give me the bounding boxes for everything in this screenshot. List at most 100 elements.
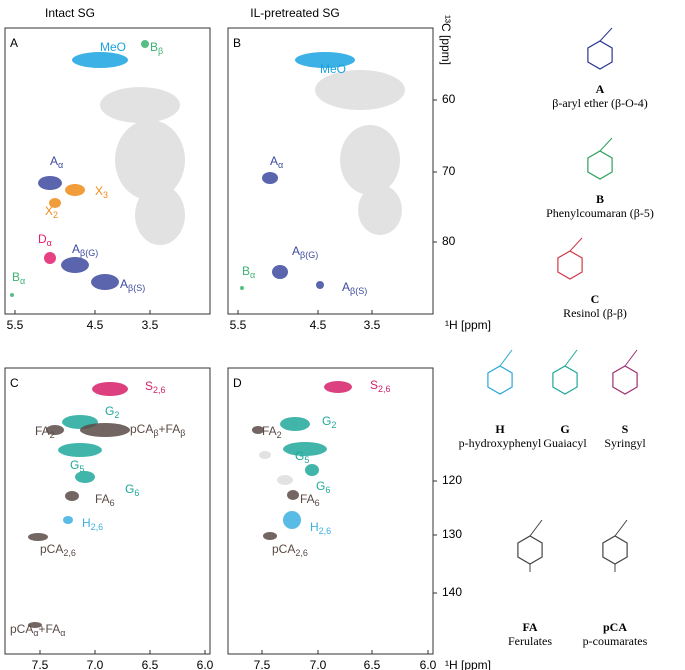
peak-label-sub: α xyxy=(20,276,25,286)
x-tick-label: 6.5 xyxy=(364,658,381,670)
peak-contour xyxy=(58,443,102,457)
peak-label-main: G xyxy=(295,449,304,463)
peak-contour xyxy=(280,417,310,431)
ring xyxy=(487,365,513,395)
panel-frame xyxy=(227,367,434,655)
x-tick-label: 3.5 xyxy=(142,318,159,332)
x-tick-label: 6.0 xyxy=(420,658,437,670)
peak-label-main: MeO xyxy=(100,40,126,54)
peak-label-sub: 2,6 xyxy=(378,384,391,394)
peak-contour xyxy=(263,532,277,540)
peak-label: X2 xyxy=(45,204,58,220)
structure-name: β-aryl ether (β-O-4) xyxy=(552,96,648,110)
peak-label: FA6 xyxy=(95,492,115,508)
x-tick-label: 7.0 xyxy=(87,658,104,670)
peak-contour xyxy=(10,293,14,297)
structure-letter: pCA xyxy=(603,620,627,634)
peak-contour xyxy=(46,425,64,435)
peak-label-main: A xyxy=(270,154,278,168)
peak-label-main: D xyxy=(38,232,47,246)
peak-label-main: MeO xyxy=(320,62,346,76)
peak-label-sub: 2,6 xyxy=(91,522,104,532)
x-tick-label: 5.5 xyxy=(7,318,24,332)
peak-contour xyxy=(283,511,301,529)
peak-label-main: FA xyxy=(95,492,110,506)
peak-label-sub: β xyxy=(158,46,163,56)
panel-frame xyxy=(4,367,211,655)
peak-contour xyxy=(28,533,48,541)
background-contours xyxy=(100,70,405,485)
peak-label: pCAβ+FAβ xyxy=(130,422,185,438)
peak-label: H2,6 xyxy=(82,516,103,532)
structure-name: p-hydroxyphenyl xyxy=(459,436,542,450)
peak-label: Aβ(S) xyxy=(342,280,367,296)
bond xyxy=(529,519,543,537)
peak-label-main: B xyxy=(150,40,158,54)
peak-label-sub: 5 xyxy=(79,464,84,474)
structure-name: p-coumarates xyxy=(583,634,648,648)
peak-label-main: A xyxy=(50,154,58,168)
bond xyxy=(599,27,613,42)
structure-letter: A xyxy=(596,82,605,96)
structure-letter: FA xyxy=(522,620,537,634)
peak-label-sub: 6 xyxy=(110,498,115,508)
peak-label-main: pCA xyxy=(272,542,295,556)
peak-contour xyxy=(316,281,324,289)
peak-label-sub: α xyxy=(33,628,38,638)
ring xyxy=(587,150,613,180)
peak-label-sub: 2 xyxy=(53,210,58,220)
peak-label: X3 xyxy=(95,184,108,200)
peak-label: Aα xyxy=(270,154,283,170)
peak-label-main: S xyxy=(370,378,378,392)
peak-label-main: X xyxy=(45,204,53,218)
structure-name: Guaiacyl xyxy=(543,436,587,450)
peak-label: MeO xyxy=(320,62,346,76)
peak-contour xyxy=(324,381,352,393)
peak-label-sub: β(S) xyxy=(350,286,367,296)
peak-label-sub: 2,6 xyxy=(63,548,76,558)
peak-label-sub: α xyxy=(60,628,65,638)
peak-label-main: G xyxy=(322,414,331,428)
panel-label: B xyxy=(233,36,241,50)
y-tick-label: 140 xyxy=(442,585,462,599)
peak-label-main: A xyxy=(72,242,80,256)
structure-letter: B xyxy=(596,192,604,206)
structure-letter: G xyxy=(560,422,569,436)
peak-contour xyxy=(80,423,130,437)
peak-label-main: A xyxy=(342,280,350,294)
peak-label-main: FA xyxy=(300,492,315,506)
peak-label-sub: 2,6 xyxy=(153,385,166,395)
peak-contour xyxy=(240,286,244,290)
y-tick-label: 80 xyxy=(442,234,456,248)
y-tick-label: 120 xyxy=(442,473,462,487)
peak-label-sub: 5 xyxy=(304,455,309,465)
peak-label-main: FA xyxy=(262,424,277,438)
structure-name: Resinol (β-β) xyxy=(563,306,627,320)
peak-label-sub: 2 xyxy=(331,420,336,430)
peak-contour xyxy=(252,426,264,434)
ring xyxy=(612,365,638,395)
peak-label-main: A xyxy=(120,277,128,291)
peak-label-main: X xyxy=(95,184,103,198)
y-axis-unit: ¹³C [ppm] xyxy=(439,15,453,65)
panel-frame xyxy=(227,27,434,315)
peak-label: Bα xyxy=(242,264,255,280)
peak-label-sub: 2,6 xyxy=(295,548,308,558)
structure-letter: H xyxy=(495,422,505,436)
peak-contour xyxy=(141,40,149,48)
peak-contour xyxy=(295,52,355,68)
peak-contour xyxy=(38,176,62,190)
peak-label-sub: α xyxy=(58,160,63,170)
peak-contour xyxy=(49,198,61,208)
peak-contour xyxy=(72,52,128,68)
peak-label-main: G xyxy=(316,479,325,493)
peak-label-main: H xyxy=(310,520,319,534)
peak-label-sub: α xyxy=(47,238,52,248)
peak-label: FA2 xyxy=(35,424,55,440)
peak-contour xyxy=(65,184,85,196)
peak-label-sub: 2 xyxy=(277,430,282,440)
bond xyxy=(624,349,638,367)
peak-label: Dα xyxy=(38,232,52,248)
peak-label-main: pCA xyxy=(10,622,33,636)
